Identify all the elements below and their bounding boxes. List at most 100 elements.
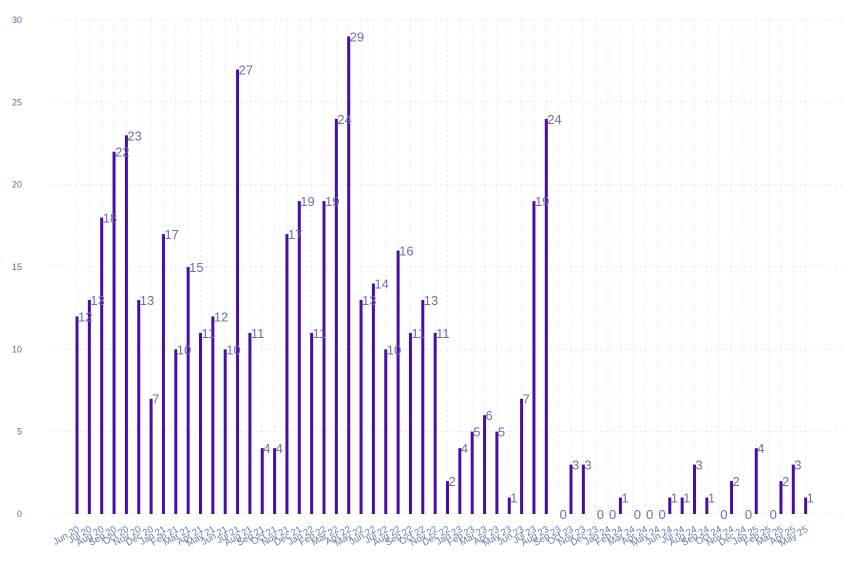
bar: [248, 332, 252, 514]
bar: [507, 497, 511, 514]
data-label: 13: [424, 293, 438, 308]
y-tick-label: 20: [12, 180, 22, 190]
bar: [112, 151, 116, 514]
data-label: 10: [387, 342, 401, 357]
bar: [322, 201, 326, 514]
bars: [75, 36, 808, 515]
data-label: 0: [609, 507, 616, 522]
data-label: 3: [696, 458, 703, 473]
data-label: 23: [127, 128, 141, 143]
bar: [236, 69, 240, 515]
data-label: 0: [658, 507, 665, 522]
data-label: 10: [177, 342, 191, 357]
bar: [334, 118, 338, 515]
data-label: 1: [708, 491, 715, 506]
data-label: 5: [498, 425, 505, 440]
bar: [458, 448, 462, 514]
bar: [408, 332, 412, 514]
y-tick-label: 15: [12, 262, 22, 272]
bar: [149, 398, 153, 514]
data-label: 12: [78, 309, 92, 324]
data-label: 12: [214, 309, 228, 324]
bar: [124, 135, 128, 514]
data-label: 11: [251, 326, 265, 341]
data-label: 1: [807, 491, 814, 506]
bar: [347, 36, 351, 514]
data-label: 14: [374, 276, 388, 291]
bar: [260, 448, 264, 514]
data-label: 7: [152, 392, 159, 407]
bar: [137, 299, 141, 514]
data-label: 3: [572, 458, 579, 473]
bar: [569, 464, 573, 514]
bar: [581, 464, 585, 514]
data-label: 13: [140, 293, 154, 308]
data-label: 11: [436, 326, 450, 341]
grid-layer: [50, 19, 843, 515]
bar: [87, 299, 91, 514]
data-label: 19: [535, 194, 549, 209]
data-label: 6: [486, 408, 493, 423]
bar: [359, 299, 363, 514]
data-label: 16: [399, 244, 413, 259]
data-label: 24: [547, 112, 561, 127]
data-label: 5: [473, 425, 480, 440]
bar: [495, 431, 499, 514]
bar: [730, 481, 734, 514]
y-tick-label: 5: [17, 427, 22, 437]
data-label: 0: [597, 507, 604, 522]
bar: [174, 349, 178, 514]
data-label: 4: [757, 441, 764, 456]
data-label: 0: [646, 507, 653, 522]
y-tick-label: 0: [17, 509, 22, 519]
data-label: 4: [461, 441, 468, 456]
data-label: 24: [337, 112, 351, 127]
data-label: 1: [621, 491, 628, 506]
y-tick-label: 25: [12, 97, 22, 107]
data-label: 0: [634, 507, 641, 522]
bar: [532, 201, 536, 514]
data-label: 17: [288, 227, 302, 242]
data-label: 4: [263, 441, 270, 456]
data-label: 10: [226, 342, 240, 357]
y-tick-label: 30: [12, 15, 22, 25]
bar: [310, 332, 314, 514]
data-label: 11: [411, 326, 425, 341]
bar: [544, 118, 548, 515]
data-label: 1: [510, 491, 517, 506]
data-label: 1: [683, 491, 690, 506]
bar: [75, 316, 79, 514]
data-label: 3: [794, 458, 801, 473]
data-label: 15: [189, 260, 203, 275]
data-label: 19: [325, 194, 339, 209]
bar: [223, 349, 227, 514]
data-label: 7: [523, 392, 530, 407]
bar: [199, 332, 202, 514]
bar: [396, 250, 400, 515]
bar: [273, 448, 277, 514]
bar: [421, 299, 425, 514]
data-label: 17: [164, 227, 178, 242]
data-label: 0: [770, 507, 777, 522]
data-label: 29: [350, 29, 364, 44]
data-label: 4: [276, 441, 283, 456]
bar: [186, 267, 190, 514]
bar: [446, 481, 449, 514]
data-label: 13: [362, 293, 376, 308]
data-label: 2: [782, 474, 789, 489]
data-label: 0: [745, 507, 752, 522]
data-label: 2: [449, 474, 456, 489]
bar: [100, 217, 104, 514]
bar: [483, 415, 487, 514]
data-label: 22: [115, 145, 129, 160]
bar: [161, 234, 165, 515]
bar: [779, 481, 783, 514]
bar: [285, 234, 289, 515]
data-label: 0: [560, 507, 567, 522]
bar: [384, 349, 388, 514]
bar: [618, 497, 622, 514]
bar: [433, 332, 437, 514]
